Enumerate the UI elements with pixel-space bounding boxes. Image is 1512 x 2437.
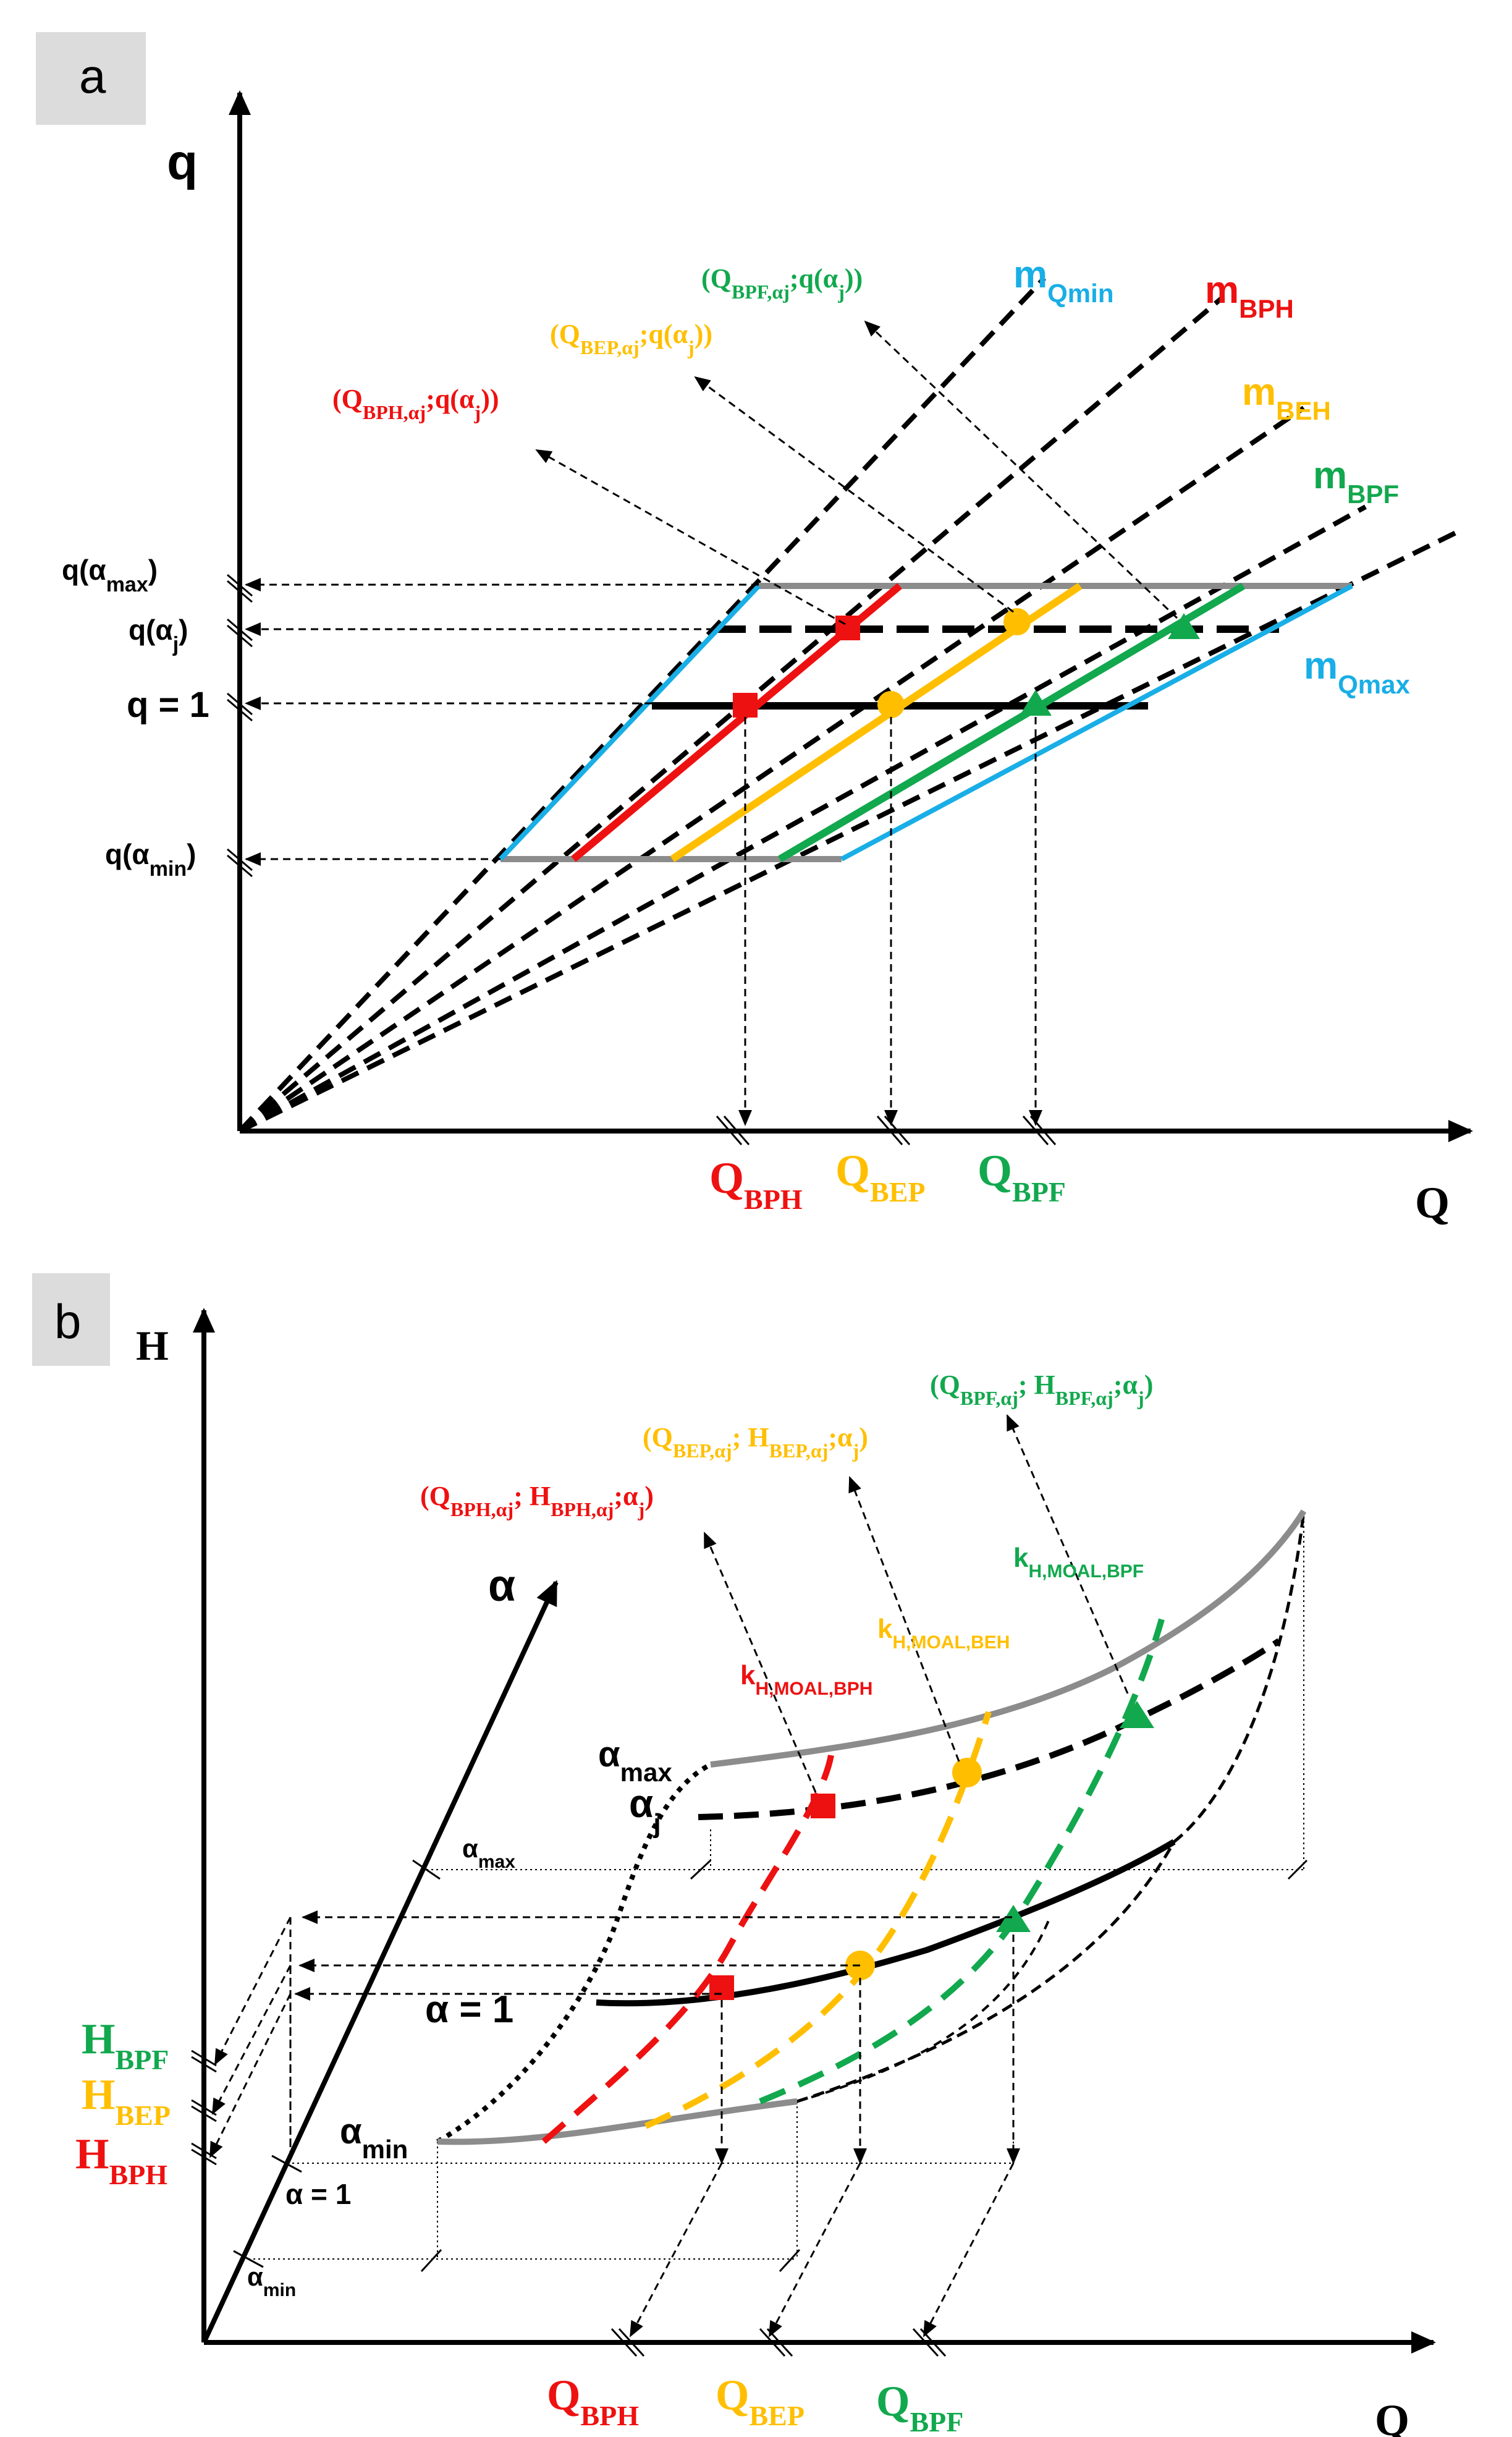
arrow-bph-a (535, 449, 846, 625)
tick-Q-bep-b: QBEP (716, 2371, 805, 2431)
bpf-marker-alpha-one (996, 1905, 1031, 1932)
tick-Q-bph-b: QBPH (547, 2371, 639, 2431)
label-q-min: q(αmin) (105, 838, 196, 881)
label-k-bpf: kH,MOAL,BPF (1013, 1543, 1144, 1582)
bph-marker-alpha-j (811, 1794, 835, 1818)
label-m-qmin: mQmin (1013, 253, 1113, 308)
bep-marker-q1 (877, 691, 905, 718)
tick-alpha-one: α = 1 (285, 2178, 351, 2210)
Q-axis-label-b: Q (1375, 2396, 1409, 2437)
q-ticks-b (610, 2328, 947, 2357)
tick-Q-bpf-a: QBPF (978, 1146, 1066, 1208)
bph-marker-qj (835, 616, 860, 640)
q-axis-label: q (167, 134, 198, 190)
curve-alpha-max (710, 1509, 1307, 1768)
m-qmin-segment (499, 584, 761, 861)
label-curve-alpha-one: α = 1 (425, 1988, 513, 2031)
label-q-max: q(αmax) (62, 554, 158, 596)
k-line-beh (644, 1711, 992, 2129)
label-m-bph: mBPH (1205, 269, 1294, 323)
label-m-qmax: mQmax (1304, 645, 1411, 699)
arrow-bpf-a (864, 320, 1178, 619)
point-arrows-a (535, 320, 1178, 625)
label-point-bpf-a: (QBPF,αj;q(αj)) (701, 263, 863, 303)
bpf-marker-q1 (1020, 690, 1052, 716)
m-qmax-segment (840, 583, 1353, 862)
y-projections (245, 578, 759, 866)
panel-a-tag: a (79, 49, 106, 103)
label-curve-alpha-max: αmax (598, 1734, 672, 1787)
label-point-bep-a: (QBEP,αj;q(αj)) (550, 319, 712, 358)
y-ticks (227, 574, 253, 878)
tick-alpha-max: αmax (462, 1834, 515, 1872)
Q-axis-label: Q (1415, 1178, 1450, 1227)
tick-Q-bph-a: QBPH (709, 1153, 803, 1215)
bph-marker-q1 (733, 693, 758, 718)
tick-Q-bep-a: QBEP (835, 1146, 925, 1208)
label-point-bph-a: (QBPH,αj;q(αj)) (332, 384, 499, 423)
ray-m-beh (238, 405, 1306, 1134)
label-curve-alpha-j: αj (629, 1781, 661, 1839)
label-m-bpf: mBPF (1313, 454, 1399, 509)
right-edge-bottom (796, 1915, 1052, 2103)
bph-marker-alpha-one (709, 1975, 734, 2000)
x-ticks-a (716, 1116, 1057, 1145)
q-projections-b (629, 1935, 1020, 2337)
point-arrows-b (703, 1414, 1129, 1793)
h-projections (209, 1910, 1012, 2163)
left-edge-dotted (436, 1762, 712, 2144)
bpf-marker-alpha-j (1120, 1701, 1154, 1728)
h-ticks (191, 2049, 217, 2166)
label-point-bpf-b: (QBPF,αj; HBPF,αj;αj) (930, 1370, 1153, 1409)
k-line-bph (541, 1755, 834, 2144)
ray-m-qmin (238, 276, 1046, 1133)
alpha-axis-label: α (488, 1561, 515, 1611)
label-q-one: q = 1 (127, 685, 209, 725)
panel-b-tag-box (32, 1273, 110, 1366)
bep-marker-qj (1003, 608, 1031, 635)
tick-H-bph: HBPH (75, 2130, 167, 2190)
label-point-bph-b: (QBPH,αj; HBPH,αj;αj) (420, 1481, 654, 1520)
tick-H-bpf: HBPF (82, 2015, 169, 2075)
tick-Q-bpf-b: QBPF (876, 2378, 963, 2437)
tick-H-bep: HBEP (82, 2071, 171, 2131)
panel-a: a q Q (36, 32, 1473, 1227)
ray-m-bpf (239, 504, 1367, 1134)
H-axis-label: H (136, 1322, 169, 1369)
panel-b-tag: b (54, 1294, 81, 1349)
origin-rays (238, 276, 1459, 1134)
panel-b: b H Q α (32, 1273, 1436, 2437)
curve-alpha-one (596, 1839, 1176, 2007)
m-bpf-segment (777, 582, 1246, 863)
curve-alpha-j (698, 1638, 1281, 1820)
label-m-beh: mBEH (1242, 371, 1331, 425)
ray-m-bph (238, 294, 1225, 1134)
right-edge-front (796, 1841, 1176, 2103)
bep-marker-alpha-j (952, 1758, 982, 1787)
panel-a-tag-box (36, 32, 146, 125)
label-q-j: q(αj) (129, 614, 188, 656)
curve-alpha-min (437, 2098, 798, 2145)
label-k-bph: kH,MOAL,BPH (740, 1660, 872, 1699)
label-point-bep-b: (QBEP,αj; HBEP,αj;αj) (643, 1422, 868, 1462)
alpha-axis (201, 1580, 559, 2344)
bpf-marker-qj (1168, 613, 1200, 639)
base-ticks (233, 1859, 1308, 2273)
tick-alpha-min: αmin (247, 2262, 296, 2300)
right-edge-back (1173, 1511, 1306, 1843)
x-projections (738, 717, 1042, 1126)
label-k-beh: kH,MOAL,BEH (877, 1614, 1010, 1653)
label-curve-alpha-min: αmin (340, 2111, 408, 2164)
arrow-bep-a (694, 376, 1014, 613)
k-line-bpf (759, 1618, 1165, 2104)
